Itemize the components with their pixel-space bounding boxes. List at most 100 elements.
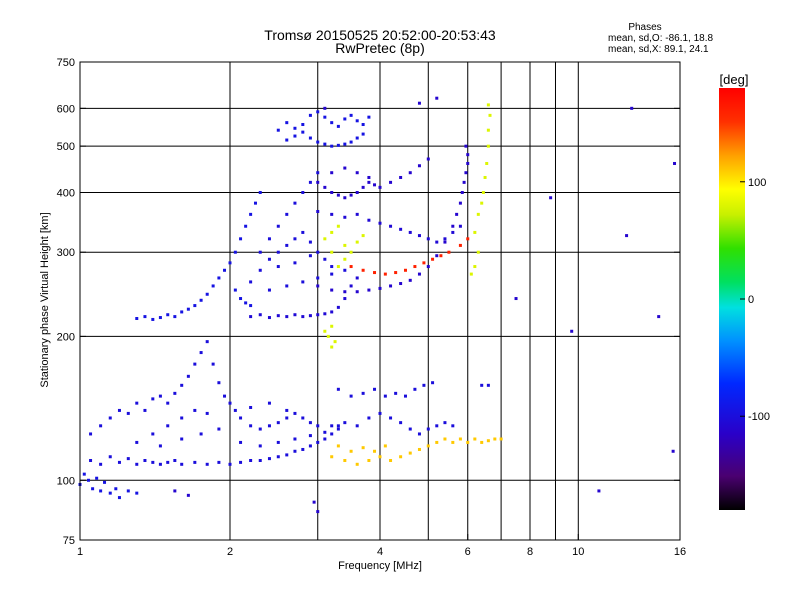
colorbar-label: [deg] — [720, 72, 749, 87]
data-point — [249, 424, 253, 428]
data-point — [486, 383, 490, 387]
data-point — [135, 462, 139, 466]
data-point — [249, 212, 253, 216]
data-point — [166, 460, 170, 464]
data-point — [276, 265, 280, 269]
data-point — [285, 243, 289, 247]
data-point — [239, 460, 243, 464]
data-point — [343, 297, 347, 301]
data-point — [355, 276, 359, 280]
grid-lines — [80, 62, 680, 540]
data-point — [349, 449, 353, 453]
data-point — [426, 444, 430, 448]
data-point — [447, 250, 451, 254]
data-point — [158, 462, 162, 466]
data-point — [312, 500, 316, 504]
data-point — [308, 421, 312, 425]
data-point — [466, 237, 470, 241]
data-point — [143, 458, 147, 462]
data-point — [389, 224, 393, 228]
data-point — [361, 234, 365, 238]
data-point — [267, 257, 271, 261]
data-point — [180, 310, 184, 314]
colorbar-tick-label: 0 — [748, 294, 754, 306]
data-point — [285, 416, 289, 420]
x-tick-label: 6 — [465, 546, 471, 558]
data-point — [108, 416, 112, 420]
data-point — [367, 288, 371, 292]
data-point — [233, 250, 237, 254]
data-point — [293, 261, 297, 265]
data-point — [336, 143, 340, 147]
x-tick-label: 4 — [377, 546, 383, 558]
data-point — [355, 190, 359, 194]
data-point — [355, 212, 359, 216]
data-point — [355, 290, 359, 294]
data-point — [316, 140, 320, 144]
data-point — [333, 340, 337, 344]
data-point — [394, 271, 398, 275]
data-point — [343, 243, 347, 247]
y-tick-label: 200 — [57, 331, 75, 343]
data-point — [193, 362, 197, 366]
data-point — [323, 115, 327, 119]
data-point — [597, 489, 601, 493]
data-point — [228, 401, 232, 405]
data-point — [476, 212, 480, 216]
data-point — [285, 284, 289, 288]
chart-title-line2: RwPretec (8p) — [335, 40, 424, 56]
data-point — [199, 432, 203, 436]
data-point — [349, 284, 353, 288]
data-point — [258, 313, 262, 317]
data-point — [193, 304, 197, 308]
data-point — [473, 265, 477, 269]
data-point — [336, 124, 340, 128]
data-point — [143, 315, 147, 319]
data-point — [361, 391, 365, 395]
data-point — [367, 458, 371, 462]
data-point — [349, 113, 353, 117]
data-point — [431, 381, 435, 385]
data-point — [151, 397, 155, 401]
data-point — [151, 432, 155, 436]
data-point — [343, 196, 347, 200]
data-point — [285, 453, 289, 457]
data-point — [349, 394, 353, 398]
data-point — [143, 408, 147, 412]
data-point — [417, 272, 421, 276]
data-point — [205, 411, 209, 415]
data-point — [301, 315, 305, 319]
data-point — [336, 193, 340, 197]
data-point — [373, 183, 377, 187]
data-point — [355, 171, 359, 175]
y-axis-ticks: 75 100 200 300 400 500 600 750 — [57, 57, 680, 547]
data-point — [355, 424, 359, 428]
data-point — [630, 106, 634, 110]
data-point — [323, 437, 327, 441]
data-point — [323, 106, 327, 110]
data-point — [173, 458, 177, 462]
x-tick-label: 2 — [227, 546, 233, 558]
data-point — [326, 334, 330, 338]
data-point — [399, 227, 403, 231]
data-point — [389, 284, 393, 288]
data-point — [166, 401, 170, 405]
data-point — [383, 394, 387, 398]
data-point — [308, 113, 312, 117]
data-point — [330, 310, 334, 314]
data-point — [117, 408, 121, 412]
data-point — [91, 487, 95, 491]
data-point — [95, 476, 99, 480]
data-point — [323, 185, 327, 189]
data-point — [336, 224, 340, 228]
data-point — [435, 440, 439, 444]
data-point — [570, 329, 574, 333]
data-point — [173, 489, 177, 493]
data-point — [276, 440, 280, 444]
data-point — [276, 314, 280, 318]
data-point — [486, 128, 490, 132]
data-point — [249, 280, 253, 284]
data-point — [378, 286, 382, 290]
data-point — [223, 394, 227, 398]
y-tick-label: 300 — [57, 247, 75, 259]
